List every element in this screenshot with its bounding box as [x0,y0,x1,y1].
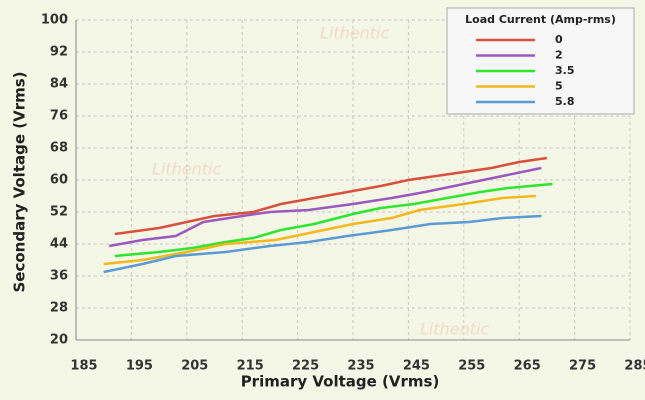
y-tick-label: 20 [50,333,68,348]
watermark: Lithentic [152,160,221,179]
x-tick-label: 245 [403,359,430,374]
legend-label: 2 [555,49,563,62]
legend-box [446,7,635,115]
watermark: Lithentic [420,320,489,339]
y-tick-label: 68 [50,141,68,156]
y-tick-label: 44 [50,237,68,252]
legend-label: 5 [555,80,563,93]
y-tick-label: 36 [50,269,68,284]
y-tick-label: 52 [50,205,68,220]
legend-label: 3.5 [555,64,575,77]
x-tick-label: 185 [70,359,97,374]
y-tick-label: 84 [50,77,68,92]
y-tick-label: 92 [50,45,68,60]
series-line [114,156,548,236]
x-axis-title: Primary Voltage (Vrms) [241,373,440,391]
series-line [114,182,553,258]
x-tick-label: 195 [126,359,153,374]
y-tick-label: 100 [41,13,68,28]
x-tick-label: 215 [237,359,264,374]
y-tick-label: 60 [50,173,68,188]
y-tick-label: 28 [50,301,68,316]
legend-label: 0 [555,33,563,46]
x-tick-label: 275 [569,359,596,374]
y-axis-title: Secondary Voltage (Vrms) [11,71,29,292]
legend-title: Load Current (Amp-rms) [465,13,616,26]
x-tick-label: 265 [514,359,541,374]
series-line [103,194,536,266]
series-line [109,166,542,248]
x-tick-label: 285 [624,359,645,374]
watermark: Lithentic [320,24,389,43]
series-line [103,214,542,274]
y-tick-label: 76 [50,109,68,124]
x-tick-label: 225 [292,359,319,374]
x-tick-label: 205 [181,359,208,374]
x-tick-label: 235 [347,359,374,374]
x-tick-label: 255 [458,359,485,374]
legend-label: 5.8 [555,95,575,108]
